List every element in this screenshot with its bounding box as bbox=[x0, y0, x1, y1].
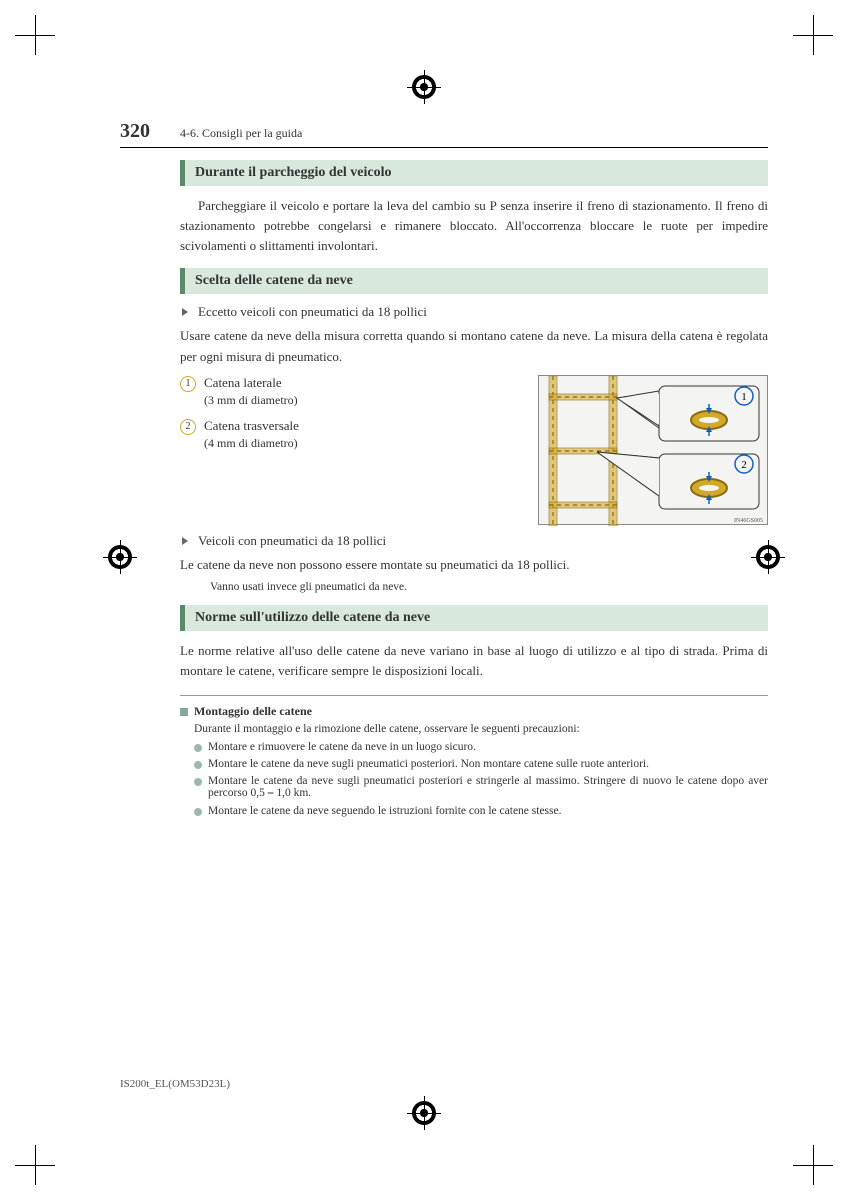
svg-text:2: 2 bbox=[741, 459, 747, 471]
footer-doc-id: IS200t_EL(OM53D23L) bbox=[120, 1078, 230, 1090]
crop-mark bbox=[788, 10, 838, 60]
bullet-text: Montare e rimuovere le catene da neve in… bbox=[208, 741, 476, 753]
precaution-intro: Durante il montaggio e la rimozione dell… bbox=[194, 723, 768, 735]
registration-mark bbox=[412, 1101, 436, 1125]
page-content: 320 4-6. Consigli per la guida Durante i… bbox=[120, 120, 768, 1090]
body-paragraph: Le norme relative all'uso delle catene d… bbox=[180, 641, 768, 681]
body-paragraph: Parcheggiare il veicolo e portare la lev… bbox=[180, 196, 768, 256]
body-paragraph: Le catene da neve non possono essere mon… bbox=[180, 555, 768, 575]
item-detail: (3 mm di diametro) bbox=[204, 393, 298, 408]
circle-number-icon: 1 bbox=[180, 376, 196, 392]
bullet-dot-icon bbox=[194, 761, 202, 769]
precaution-title: Montaggio delle catene bbox=[180, 704, 768, 719]
page-header: 320 4-6. Consigli per la guida bbox=[120, 120, 768, 148]
bullet-text: Montare le catene da neve sugli pneumati… bbox=[208, 758, 649, 770]
registration-mark bbox=[412, 75, 436, 99]
svg-text:1: 1 bbox=[741, 391, 747, 403]
bullet-text: Montare le catene da neve sugli pneumati… bbox=[208, 775, 768, 800]
main-content: Durante il parcheggio del veicolo Parche… bbox=[180, 160, 768, 817]
two-column-layout: 1 Catena laterale (3 mm di diametro) 2 C… bbox=[180, 375, 768, 525]
bullet-text: Montare le catene da neve seguendo le is… bbox=[208, 805, 561, 817]
bullet-dot-icon bbox=[194, 808, 202, 816]
triangle-bullet-icon bbox=[182, 537, 188, 545]
bullet-dot-icon bbox=[194, 744, 202, 752]
note-text: Vanno usati invece gli pneumatici da nev… bbox=[210, 581, 768, 593]
sub-item-text: Eccetto veicoli con pneumatici da 18 pol… bbox=[198, 304, 427, 319]
bullet-item: Montare le catene da neve seguendo le is… bbox=[194, 805, 768, 817]
chapter-label: 4-6. Consigli per la guida bbox=[180, 126, 302, 141]
item-label: Catena laterale bbox=[204, 375, 298, 391]
numbered-item: 2 Catena trasversale (4 mm di diametro) bbox=[202, 418, 520, 451]
divider bbox=[180, 695, 768, 696]
crop-mark bbox=[10, 10, 60, 60]
precaution-title-text: Montaggio delle catene bbox=[194, 704, 312, 719]
triangle-bullet-icon bbox=[182, 308, 188, 316]
bullet-item: Montare le catene da neve sugli pneumati… bbox=[194, 758, 768, 770]
column-left: 1 Catena laterale (3 mm di diametro) 2 C… bbox=[180, 375, 520, 525]
diagram-code: IN46GS005 bbox=[734, 518, 763, 524]
sub-item: Eccetto veicoli con pneumatici da 18 pol… bbox=[180, 304, 768, 320]
bullet-item: Montare le catene da neve sugli pneumati… bbox=[194, 775, 768, 800]
item-detail: (4 mm di diametro) bbox=[204, 436, 299, 451]
section-heading-norms: Norme sull'utilizzo delle catene da neve bbox=[180, 605, 768, 631]
chain-diagram: 1 bbox=[538, 375, 768, 525]
crop-mark bbox=[788, 1140, 838, 1190]
body-paragraph: Usare catene da neve della misura corret… bbox=[180, 326, 768, 366]
page-number: 320 bbox=[120, 120, 150, 143]
crop-mark bbox=[10, 1140, 60, 1190]
section-heading-chains: Scelta delle catene da neve bbox=[180, 268, 768, 294]
sub-item: Veicoli con pneumatici da 18 pollici bbox=[180, 533, 768, 549]
sub-item-text: Veicoli con pneumatici da 18 pollici bbox=[198, 533, 386, 548]
column-right: 1 bbox=[538, 375, 768, 525]
circle-number-icon: 2 bbox=[180, 419, 196, 435]
numbered-item: 1 Catena laterale (3 mm di diametro) bbox=[202, 375, 520, 408]
square-bullet-icon bbox=[180, 708, 188, 716]
bullet-dot-icon bbox=[194, 778, 202, 786]
item-label: Catena trasversale bbox=[204, 418, 299, 434]
section-heading-parking: Durante il parcheggio del veicolo bbox=[180, 160, 768, 186]
bullet-item: Montare e rimuovere le catene da neve in… bbox=[194, 741, 768, 753]
